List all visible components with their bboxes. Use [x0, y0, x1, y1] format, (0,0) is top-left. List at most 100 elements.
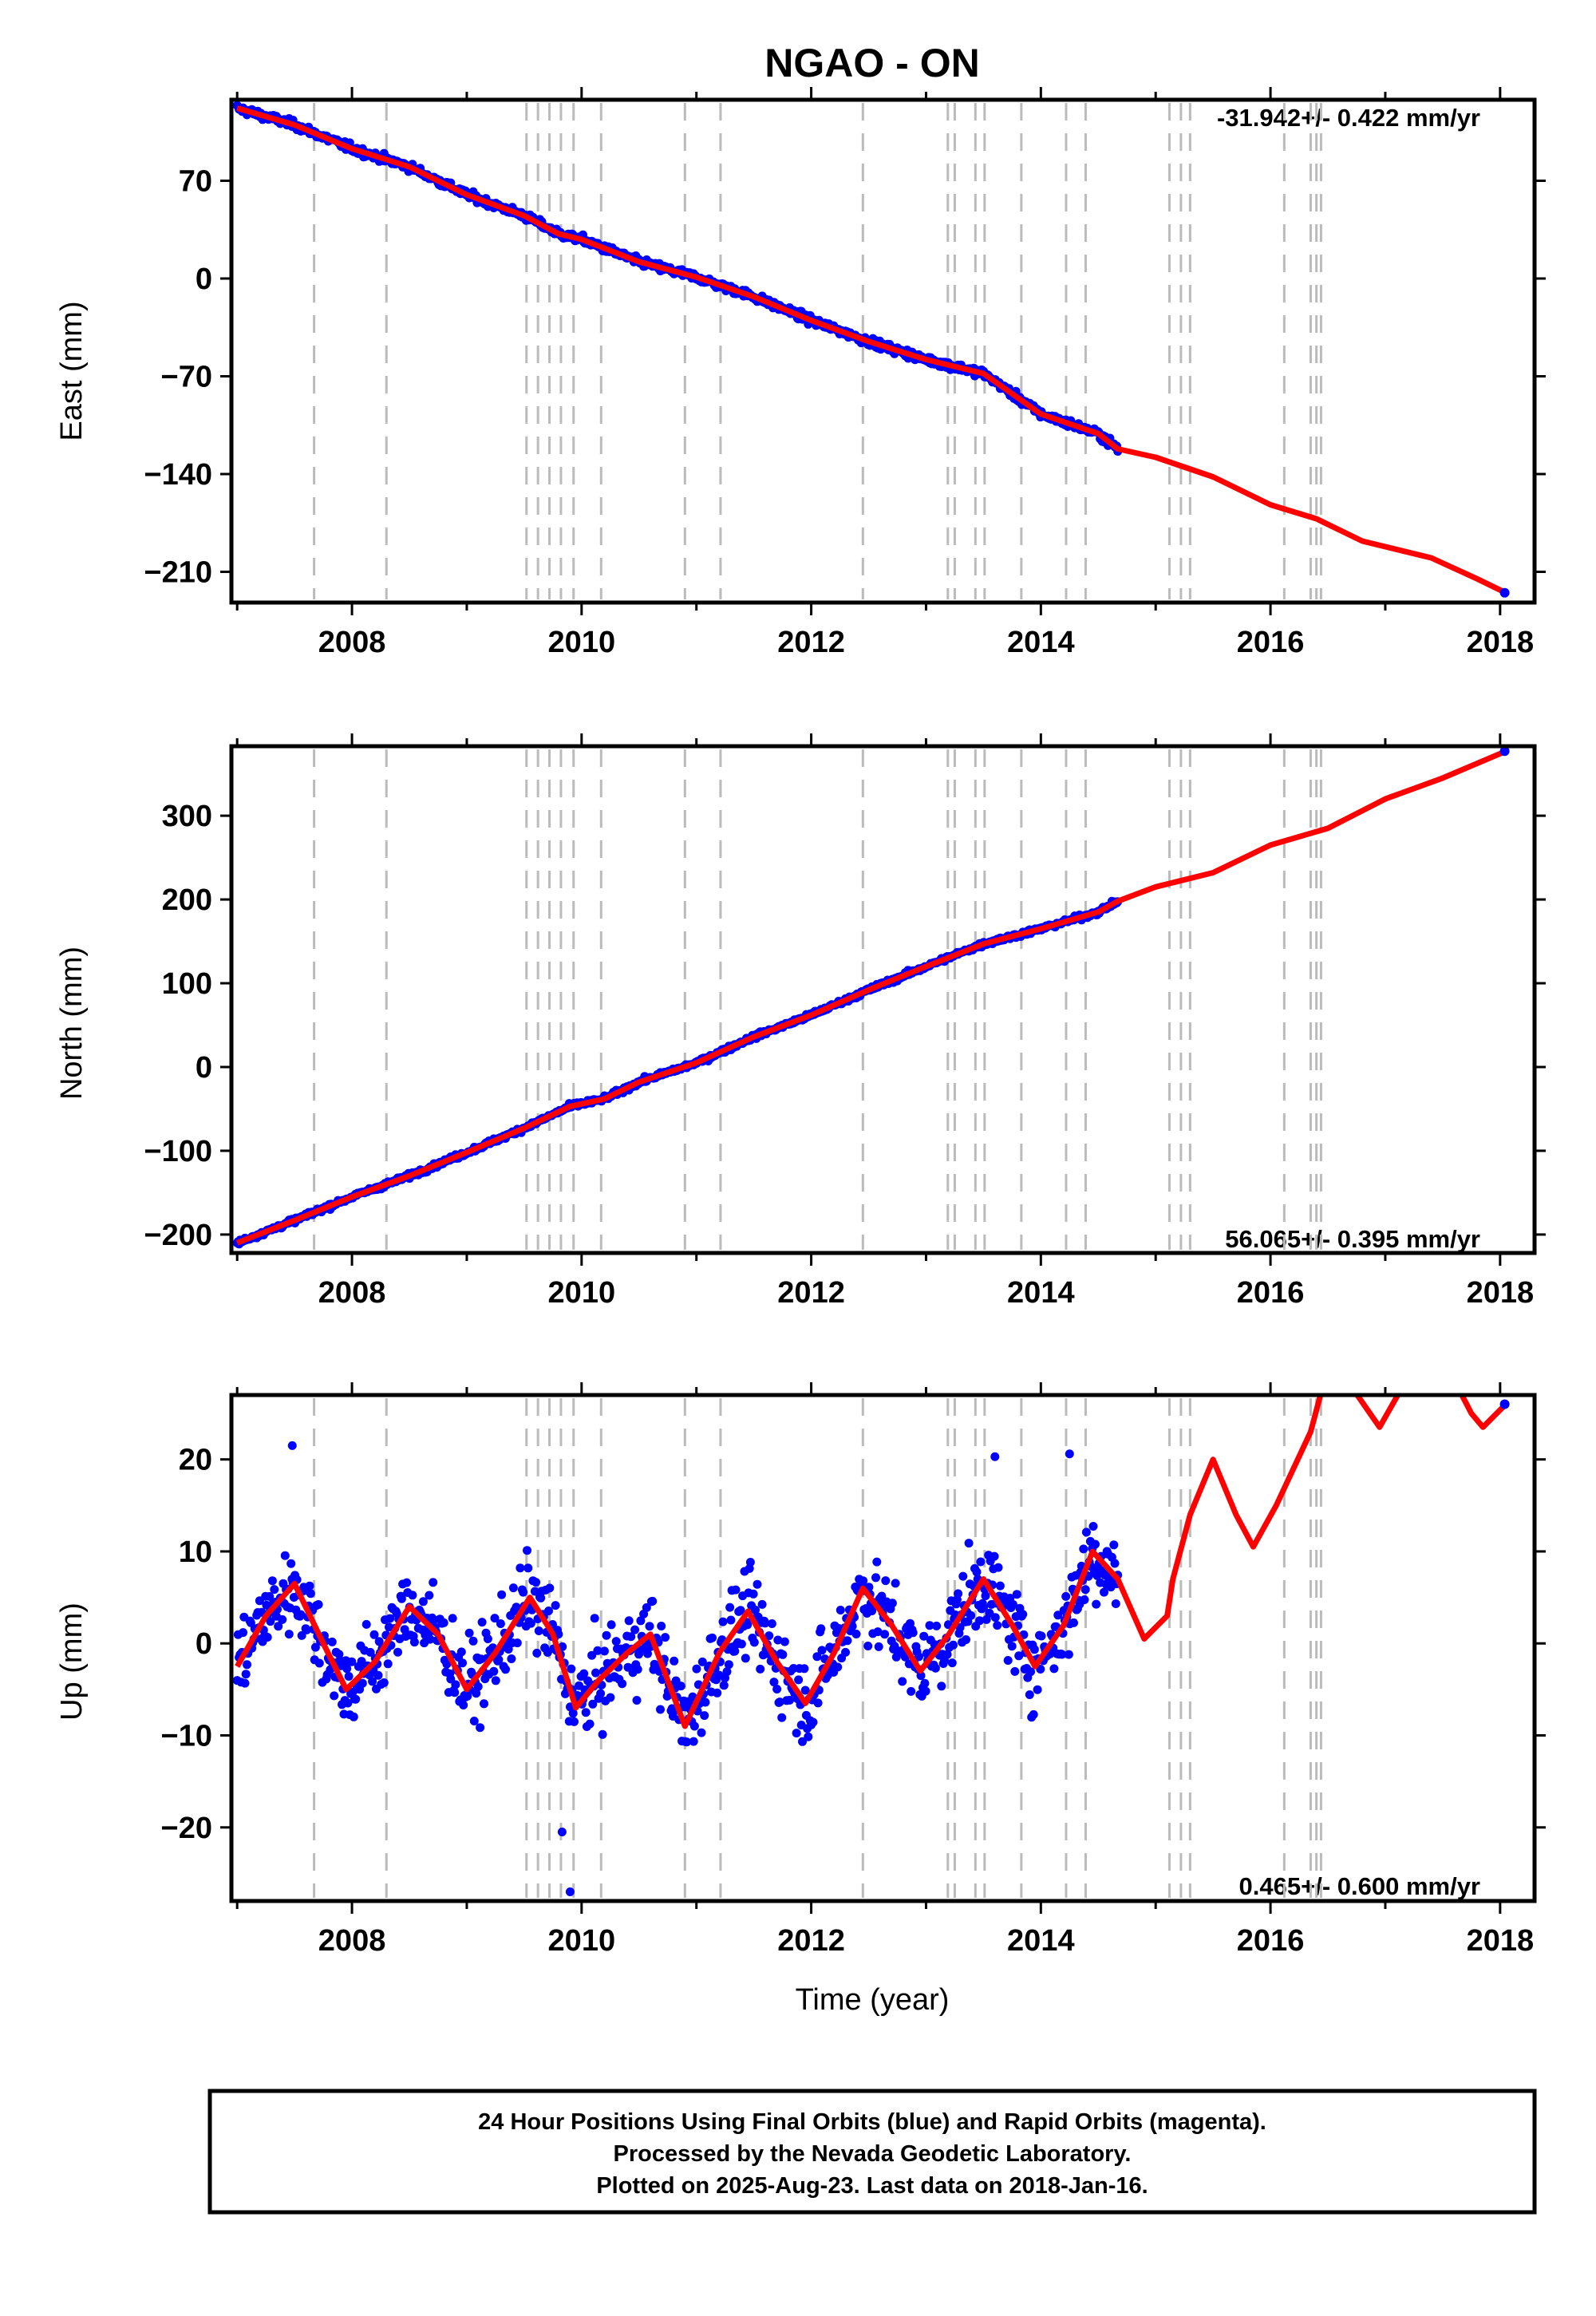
up-data-point	[975, 1616, 985, 1626]
up-data-point	[798, 1737, 807, 1746]
up-data-point	[596, 1689, 606, 1698]
up-data-point	[348, 1688, 358, 1697]
up-data-point	[713, 1688, 722, 1697]
up-xtick-label: 2018	[1467, 1924, 1535, 1958]
up-data-point	[1080, 1585, 1090, 1595]
up-data-point	[804, 1732, 813, 1741]
up-data-point	[724, 1660, 733, 1670]
up-data-point	[753, 1579, 762, 1589]
north-ytick-label: −200	[144, 1219, 212, 1252]
up-data-point	[1029, 1645, 1039, 1654]
up-ylabel: Up (mm)	[55, 1603, 89, 1721]
east-xtick-label: 2014	[1007, 626, 1075, 659]
up-data-point	[1025, 1690, 1034, 1699]
up-data-point	[954, 1589, 963, 1599]
up-data-point	[648, 1596, 658, 1606]
up-data-point	[472, 1689, 481, 1698]
up-data-point	[570, 1717, 579, 1726]
up-data-point	[1012, 1590, 1021, 1599]
up-data-point	[719, 1681, 729, 1690]
up-data-point	[808, 1717, 818, 1727]
up-data-point	[330, 1691, 339, 1701]
up-data-point	[730, 1646, 740, 1656]
up-data-point	[964, 1539, 974, 1548]
up-data-point	[593, 1646, 602, 1655]
north-ytick-label: 200	[162, 883, 212, 917]
up-data-point	[812, 1652, 822, 1662]
up-data-point	[507, 1654, 516, 1663]
up-data-point	[516, 1563, 525, 1573]
up-data-point	[1037, 1631, 1046, 1641]
up-data-point	[792, 1729, 801, 1738]
up-data-point	[1091, 1539, 1100, 1549]
north-xtick-label: 2012	[777, 1276, 845, 1310]
up-data-point	[373, 1670, 383, 1680]
up-data-point	[990, 1613, 1000, 1622]
up-data-point	[476, 1723, 485, 1733]
up-data-point	[867, 1607, 877, 1615]
up-data-point-outlier	[1065, 1449, 1074, 1459]
up-data-point	[450, 1688, 460, 1697]
up-data-point	[773, 1635, 783, 1645]
up-data-point	[263, 1633, 272, 1642]
up-data-point	[383, 1659, 393, 1669]
up-data-point	[504, 1645, 513, 1654]
up-data-point	[606, 1620, 616, 1630]
up-data-point	[408, 1591, 417, 1600]
up-data-point	[344, 1672, 354, 1681]
up-data-point	[278, 1614, 287, 1624]
up-data-point	[343, 1698, 353, 1708]
up-data-point	[1008, 1599, 1017, 1609]
up-data-point	[749, 1589, 758, 1599]
east-ytick-label: −210	[144, 556, 212, 590]
up-data-point	[1003, 1656, 1013, 1665]
up-data-point	[767, 1619, 776, 1628]
up-data-point	[847, 1622, 857, 1631]
up-data-point	[994, 1563, 1003, 1572]
up-data-point	[418, 1597, 428, 1607]
up-data-point	[1018, 1610, 1028, 1619]
up-data-point	[682, 1737, 692, 1747]
up-data-point	[993, 1621, 1002, 1630]
up-xtick-label: 2014	[1007, 1924, 1075, 1958]
east-model-line	[236, 105, 1507, 595]
north-xtick-label: 2018	[1467, 1276, 1535, 1310]
up-data-point	[920, 1678, 930, 1688]
east-ytick-label: −70	[161, 361, 212, 394]
up-data-point	[397, 1594, 406, 1603]
up-data-point	[816, 1624, 826, 1634]
up-data-point	[800, 1664, 809, 1674]
up-data-point	[1026, 1667, 1035, 1677]
up-last-point	[1499, 1399, 1510, 1409]
up-data-point	[1100, 1587, 1108, 1597]
up-data-point	[379, 1678, 389, 1687]
up-data-point	[632, 1696, 642, 1705]
up-data-point	[598, 1729, 607, 1739]
up-data-point	[743, 1620, 753, 1630]
up-data-point	[530, 1587, 539, 1596]
up-data-point	[718, 1617, 728, 1626]
up-data-point	[689, 1721, 699, 1731]
up-data-point	[624, 1616, 634, 1626]
up-data-point	[642, 1603, 651, 1612]
up-data-point	[859, 1576, 868, 1586]
up-data-point	[692, 1664, 701, 1674]
up-data-point	[757, 1599, 767, 1609]
up-data-point	[508, 1583, 518, 1593]
east-frame	[229, 97, 1537, 605]
up-data-point	[863, 1642, 873, 1650]
up-data-point	[633, 1665, 642, 1674]
up-data-point	[512, 1638, 522, 1648]
east-ytick-label: −140	[144, 458, 212, 492]
up-data-point	[958, 1571, 968, 1581]
up-data-point	[1007, 1642, 1017, 1651]
up-data-point	[873, 1627, 883, 1637]
up-data-point	[813, 1698, 823, 1708]
up-data-point	[439, 1618, 448, 1627]
up-data-point	[942, 1650, 952, 1659]
up-data-point	[480, 1699, 488, 1709]
up-data-point	[676, 1682, 685, 1691]
up-data-point	[657, 1622, 666, 1630]
up-data-point	[751, 1605, 760, 1614]
up-data-point	[409, 1638, 419, 1647]
